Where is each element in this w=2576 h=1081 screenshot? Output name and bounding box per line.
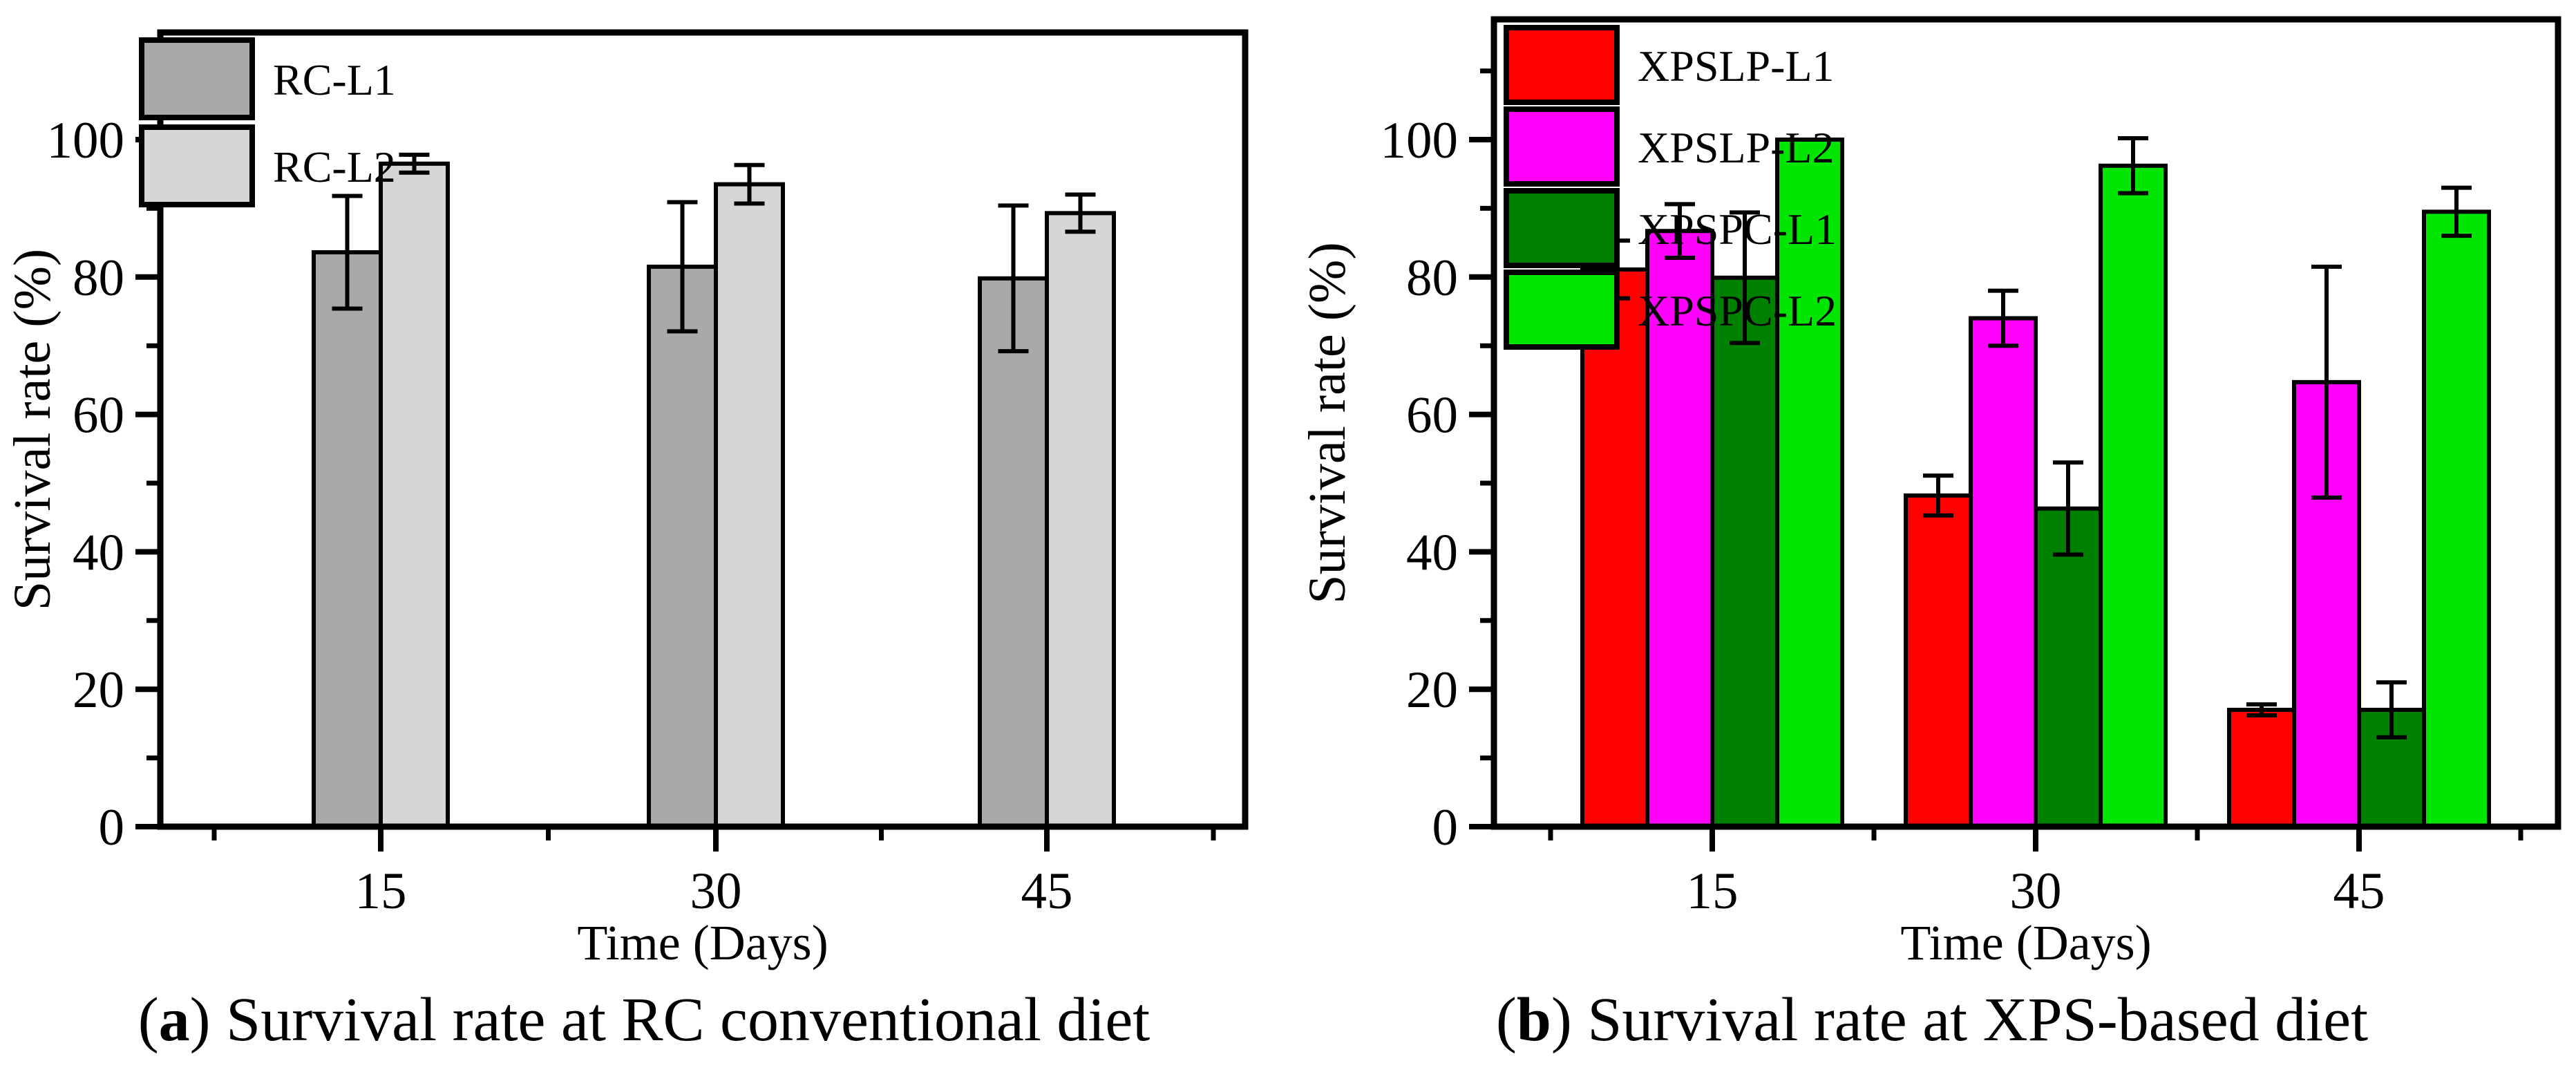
bar-XPSPC-L2-15 [1775, 138, 1844, 829]
caption-b-paren-open: ( [1495, 986, 1517, 1054]
y-tick-label: 100 [47, 112, 125, 169]
error-bar-XPSPC-L1-15 [1730, 210, 1760, 346]
error-bar-RC-L1-45 [998, 203, 1029, 354]
legend: XPSLP-L1 XPSLP-L2 XPSPC-L1 XPSPC-L2 [1504, 25, 1837, 350]
error-bar-XPSPC-L2-45 [2441, 185, 2472, 238]
y-tick-label: 40 [1406, 524, 1458, 581]
legend-label-XPSPC-L2: XPSPC-L2 [1638, 286, 1837, 335]
y-tick-label: 60 [1406, 387, 1458, 444]
bar-XPSPC-L2-45 [2422, 209, 2491, 829]
error-bar-XPSLP-L2-45 [2311, 264, 2342, 500]
legend-label-XPSPC-L1: XPSPC-L1 [1638, 205, 1837, 254]
x-axis-label: Time (Days) [1900, 915, 2151, 970]
bar-RC-L2-45 [1045, 211, 1116, 829]
legend-label-XPSLP-L2: XPSLP-L2 [1638, 123, 1835, 172]
x-tick-label: 45 [2333, 863, 2385, 920]
legend-swatch-XPSLP-L2 [1504, 106, 1620, 187]
plot-box [157, 29, 1249, 830]
y-axis-label: Survival rate (%) [3, 249, 61, 610]
x-tick-label: 15 [1687, 863, 1739, 920]
x-tick-label: 30 [690, 863, 742, 920]
y-tick-label: 40 [73, 524, 124, 581]
error-bar-XPSLP-L2-30 [1988, 288, 2018, 348]
caption-b-letter: b [1516, 986, 1551, 1054]
caption-a-paren-open: ( [138, 986, 159, 1054]
legend-swatch-XPSPC-L1 [1504, 188, 1620, 268]
bar-RC-L2-30 [714, 182, 785, 829]
caption-a-letter: a [158, 986, 190, 1054]
legend-swatch-RC-L1 [139, 37, 255, 120]
bar-RC-L1-30 [647, 264, 718, 829]
panel-b: 0 20 40 60 80 100 15 30 45 Time (Days) Survival ra… [1298, 16, 2561, 970]
plot-box [1490, 16, 2561, 830]
error-bar-XPSPC-L1-45 [2376, 680, 2407, 740]
panel-b-caption: (b) Survival rate at XPS-based diet [1288, 984, 2576, 1055]
y-tick-label: 60 [73, 387, 124, 444]
y-tick-label: 80 [73, 250, 124, 307]
error-bar-XPSPC-L2-30 [2118, 136, 2148, 196]
error-bar-XPSLP-L2-15 [1665, 202, 1695, 260]
caption-a-text: ) Survival rate at RC conventional diet [189, 986, 1150, 1054]
error-bar-RC-L2-15 [399, 152, 430, 175]
legend: RC-L1 RC-L2 [139, 37, 396, 207]
bar-XPSLP-L2-30 [1969, 316, 2038, 829]
error-bar-RC-L1-15 [332, 194, 363, 311]
bar-XPSLP-L1-15 [1580, 267, 1649, 829]
legend-label-RC-L2: RC-L2 [273, 142, 396, 191]
legend-label-RC-L1: RC-L1 [273, 55, 396, 104]
y-tick-label: 80 [1406, 250, 1458, 307]
error-bar-RC-L2-30 [734, 162, 765, 206]
legend-label-XPSLP-L1: XPSLP-L1 [1638, 41, 1835, 91]
error-bar-XPSPC-L1-30 [2053, 460, 2083, 557]
x-tick-label: 30 [2010, 863, 2062, 920]
bar-XPSLP-L1-45 [2227, 708, 2296, 829]
panel-a: 0 20 40 60 80 100 15 30 45 Time (Days) Survival ra… [3, 29, 1249, 970]
legend-swatch-RC-L2 [139, 124, 255, 207]
y-tick-label: 100 [1381, 112, 1459, 169]
bar-RC-L1-45 [978, 276, 1049, 829]
x-axis-label: Time (Days) [577, 915, 828, 970]
bar-RC-L2-15 [379, 161, 450, 829]
error-bar-XPSLP-L1-45 [2246, 702, 2277, 717]
y-tick-label: 20 [73, 661, 124, 719]
bar-XPSLP-L2-15 [1645, 229, 1714, 829]
legend-swatch-XPSPC-L2 [1504, 270, 1620, 350]
y-tick-label: 20 [1406, 661, 1458, 719]
bar-XPSPC-L1-30 [2034, 506, 2103, 829]
bar-RC-L1-15 [312, 250, 383, 829]
y-tick-label: 0 [99, 799, 125, 856]
bar-XPSPC-L2-30 [2099, 163, 2168, 829]
x-tick-label: 45 [1021, 863, 1073, 920]
caption-b-text: ) Survival rate at XPS-based diet [1551, 986, 2369, 1054]
y-axis-label: Survival rate (%) [1298, 242, 1356, 603]
bar-XPSPC-L1-15 [1710, 275, 1779, 829]
legend-swatch-XPSLP-L1 [1504, 25, 1620, 105]
error-bar-RC-L2-45 [1065, 192, 1096, 234]
bar-XPSLP-L1-30 [1904, 493, 1973, 829]
error-bar-XPSLP-L1-30 [1923, 473, 1953, 518]
error-bar-RC-L1-30 [667, 200, 698, 334]
panel-a-caption: (a) Survival rate at RC conventional die… [0, 984, 1288, 1055]
y-tick-label: 0 [1432, 799, 1459, 856]
x-tick-label: 15 [355, 863, 407, 920]
